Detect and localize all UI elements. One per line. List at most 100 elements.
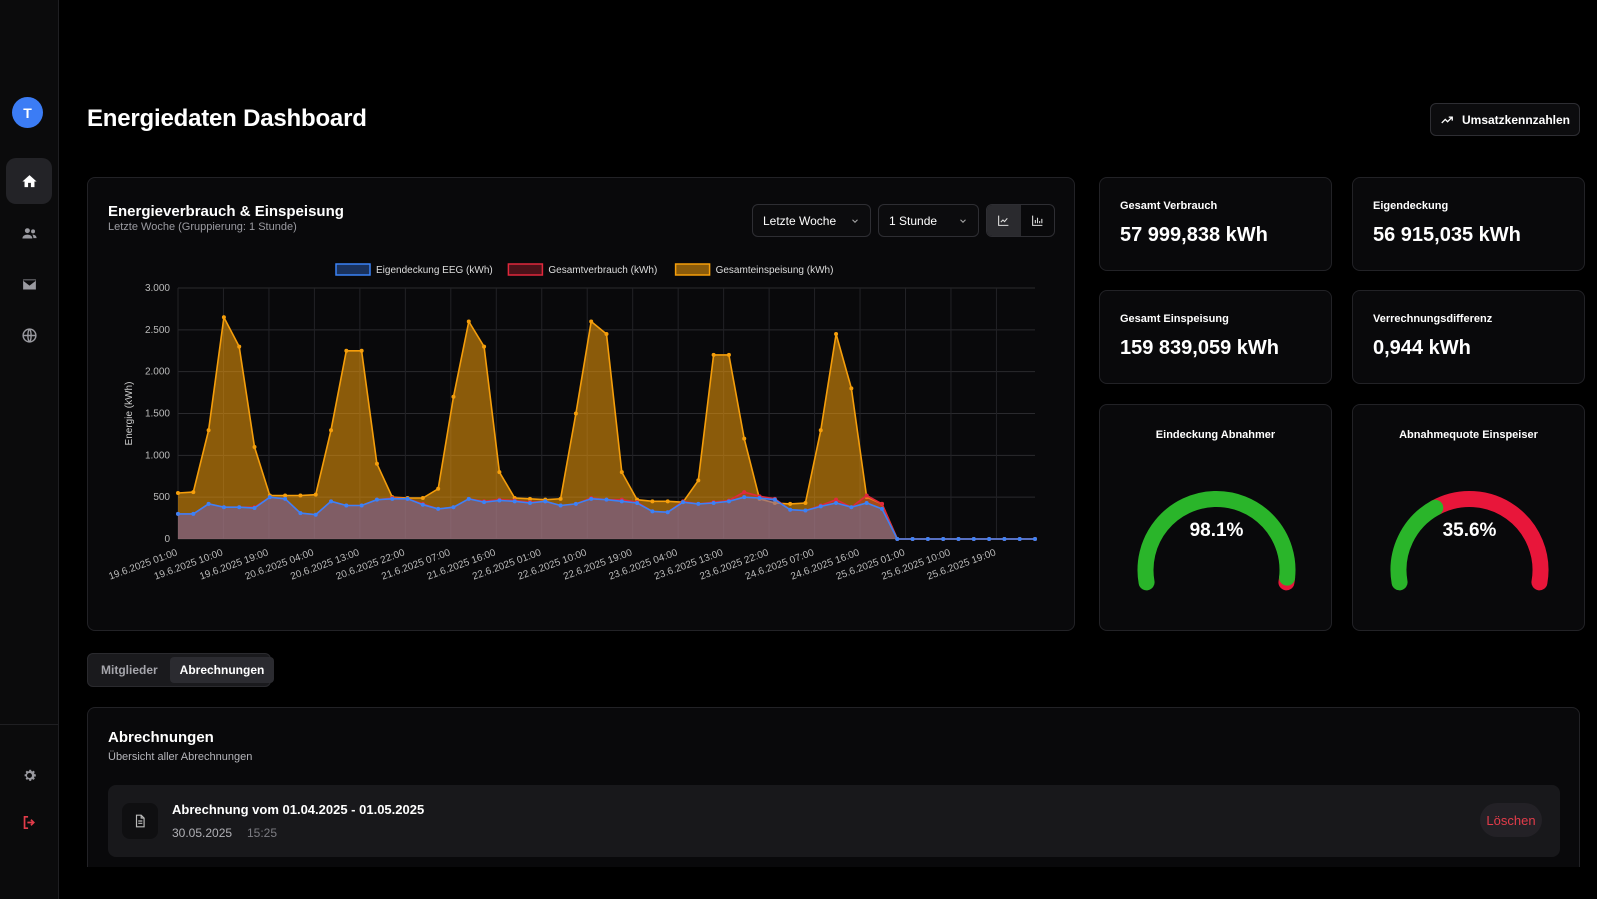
bar-chart-icon: [1031, 215, 1043, 226]
users-icon: [21, 227, 37, 238]
data-point: [726, 499, 731, 504]
data-point: [589, 496, 594, 501]
y-tick-label: 0: [164, 534, 170, 545]
data-point: [191, 490, 196, 495]
data-point: [742, 490, 747, 495]
data-point: [405, 496, 410, 501]
data-point: [466, 319, 471, 324]
data-point: [237, 505, 242, 510]
data-point: [956, 537, 961, 541]
data-point: [864, 501, 869, 506]
chart-title: Energieverbrauch & Einspeisung: [108, 203, 344, 220]
data-point: [818, 428, 823, 433]
data-point: [834, 501, 839, 506]
billing-card: Abrechnungen Übersicht aller Abrechnunge…: [87, 707, 1580, 867]
section-tabs: Mitglieder Abrechnungen: [87, 653, 275, 687]
data-point: [512, 499, 517, 504]
delete-button[interactable]: Löschen: [1480, 803, 1542, 837]
data-point: [1017, 537, 1022, 541]
sidebar-divider: [0, 724, 59, 725]
mail-icon: [22, 279, 36, 289]
data-point: [283, 496, 288, 501]
data-point: [803, 501, 808, 506]
data-point: [1033, 537, 1037, 541]
gear-icon: [24, 769, 36, 781]
tab-billing[interactable]: Abrechnungen: [169, 657, 275, 683]
data-point: [298, 511, 303, 516]
sidebar-item-home[interactable]: [6, 158, 52, 204]
stat-card-settlement-difference: Verrechnungsdifferenz 0,944 kWh: [1352, 290, 1585, 384]
data-point: [987, 537, 992, 541]
data-point: [313, 492, 318, 497]
line-chart-button[interactable]: [987, 205, 1021, 236]
data-point: [681, 500, 686, 505]
data-point: [252, 506, 257, 511]
stat-card-self-coverage: Eigendeckung 56 915,035 kWh: [1352, 177, 1585, 271]
sidebar-item-messages[interactable]: [6, 261, 52, 307]
quota-gauge: 35.6%: [1390, 491, 1549, 591]
gauge-card-feed-in-quota: Abnahmequote Einspeiser 35.6%: [1352, 404, 1585, 631]
billing-subtitle: Übersicht aller Abrechnungen: [108, 751, 253, 763]
list-item[interactable]: Abrechnung vom 01.04.2025 - 01.05.2025 3…: [108, 785, 1560, 857]
billing-item-time: 15:25: [247, 826, 278, 840]
legend-label: Gesamteinspeisung (kWh): [716, 265, 834, 276]
chart-subtitle: Letzte Woche (Gruppierung: 1 Stunde): [108, 221, 297, 233]
grouping-select[interactable]: 1 Stunde: [878, 204, 979, 237]
coverage-gauge: 98.1%: [1137, 491, 1296, 591]
data-point: [497, 498, 502, 503]
sidebar-item-members[interactable]: [6, 210, 52, 256]
data-point: [206, 428, 211, 433]
gauge-label: Abnahmequote Einspeiser: [1399, 429, 1538, 441]
stat-label: Eigendeckung: [1373, 200, 1449, 212]
data-point: [497, 470, 502, 475]
data-point: [374, 497, 379, 502]
data-point: [879, 506, 884, 511]
data-point: [451, 505, 456, 510]
stat-value: 159 839,059 kWh: [1120, 337, 1279, 359]
billing-item-date: 30.05.2025: [172, 826, 233, 840]
data-point: [834, 332, 839, 337]
stat-label: Gesamt Einspeisung: [1120, 313, 1229, 325]
data-point: [925, 537, 930, 541]
data-point: [420, 496, 425, 501]
data-point: [696, 478, 701, 483]
data-point: [466, 496, 471, 501]
gauge-value: 98.1%: [1190, 520, 1244, 541]
data-point: [711, 352, 716, 357]
energy-chart-card: Energieverbrauch & Einspeisung Letzte Wo…: [87, 177, 1075, 631]
series-area: [178, 317, 1035, 539]
avatar[interactable]: T: [12, 97, 43, 128]
data-point: [298, 493, 303, 498]
revenue-metrics-button[interactable]: Umsatzkennzahlen: [1430, 103, 1580, 136]
data-point: [895, 537, 900, 541]
gauge-value-arc: [1390, 499, 1444, 591]
data-point: [543, 499, 548, 504]
data-point: [374, 461, 379, 466]
sidebar-item-network[interactable]: [6, 312, 52, 358]
data-point: [558, 503, 563, 508]
logout-icon: [23, 815, 35, 829]
sidebar-item-settings[interactable]: [6, 752, 52, 798]
y-tick-label: 1.500: [145, 409, 170, 420]
bar-chart-button[interactable]: [1021, 205, 1055, 236]
data-point: [527, 501, 532, 506]
billing-title: Abrechnungen: [108, 729, 214, 746]
legend-label: Eigendeckung EEG (kWh): [376, 265, 493, 276]
sidebar-item-logout[interactable]: [6, 799, 52, 845]
time-range-select[interactable]: Letzte Woche: [752, 204, 871, 237]
data-point: [329, 428, 334, 433]
gauge-value-arc: [1137, 491, 1296, 591]
data-point: [283, 493, 288, 498]
legend-label: Gesamtverbrauch (kWh): [548, 265, 657, 276]
data-point: [482, 344, 487, 349]
page-title: Energiedaten Dashboard: [87, 105, 367, 132]
data-point: [221, 505, 226, 510]
data-point: [635, 501, 640, 506]
globe-icon: [21, 327, 37, 343]
stat-value: 57 999,838 kWh: [1120, 224, 1268, 246]
tab-members[interactable]: Mitglieder: [101, 663, 158, 677]
data-point: [436, 486, 441, 491]
stat-card-total-feed-in: Gesamt Einspeisung 159 839,059 kWh: [1099, 290, 1332, 384]
y-tick-label: 2.500: [145, 325, 170, 336]
data-point: [527, 496, 532, 501]
